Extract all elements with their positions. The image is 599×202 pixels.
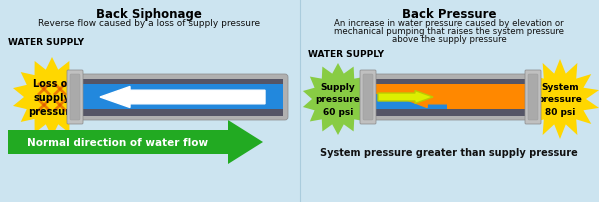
FancyBboxPatch shape bbox=[360, 71, 376, 124]
Polygon shape bbox=[303, 64, 373, 135]
FancyArrow shape bbox=[378, 91, 433, 104]
Polygon shape bbox=[13, 58, 91, 137]
Text: Backflow: Backflow bbox=[177, 93, 234, 102]
Text: above the supply pressure: above the supply pressure bbox=[392, 35, 506, 44]
FancyBboxPatch shape bbox=[525, 71, 541, 124]
Bar bbox=[370, 94, 447, 109]
FancyBboxPatch shape bbox=[363, 75, 373, 120]
Text: WATER SUPPLY: WATER SUPPLY bbox=[308, 50, 384, 59]
Text: An increase in water pressure caused by elevation or: An increase in water pressure caused by … bbox=[334, 19, 564, 28]
Text: mechanical pumping that raises the system pressure: mechanical pumping that raises the syste… bbox=[334, 27, 564, 36]
FancyArrow shape bbox=[100, 87, 265, 108]
Text: WATER SUPPLY: WATER SUPPLY bbox=[8, 38, 84, 47]
Bar bbox=[370, 85, 531, 109]
Polygon shape bbox=[521, 60, 599, 139]
Text: Reverse flow caused by a loss of supply pressure: Reverse flow caused by a loss of supply … bbox=[38, 19, 260, 28]
Text: Loss of
supply
pressure: Loss of supply pressure bbox=[28, 79, 76, 116]
Polygon shape bbox=[8, 120, 263, 164]
Text: System pressure greater than supply pressure: System pressure greater than supply pres… bbox=[320, 147, 578, 157]
Text: Supply
pressure
60 psi: Supply pressure 60 psi bbox=[316, 83, 361, 116]
Text: Back Siphonage: Back Siphonage bbox=[96, 8, 202, 21]
Text: System
pressure
80 psi: System pressure 80 psi bbox=[537, 83, 582, 116]
Bar bbox=[370, 80, 531, 87]
Text: Back Pressure: Back Pressure bbox=[402, 8, 496, 21]
FancyBboxPatch shape bbox=[72, 75, 288, 120]
FancyBboxPatch shape bbox=[70, 75, 80, 120]
Bar bbox=[77, 85, 283, 109]
Bar bbox=[77, 109, 283, 117]
FancyBboxPatch shape bbox=[67, 71, 83, 124]
FancyBboxPatch shape bbox=[365, 75, 536, 120]
FancyBboxPatch shape bbox=[528, 75, 538, 120]
Bar bbox=[370, 109, 531, 117]
FancyArrow shape bbox=[399, 87, 518, 108]
Text: Normal direction of water flow: Normal direction of water flow bbox=[28, 137, 208, 147]
Bar bbox=[77, 80, 283, 87]
